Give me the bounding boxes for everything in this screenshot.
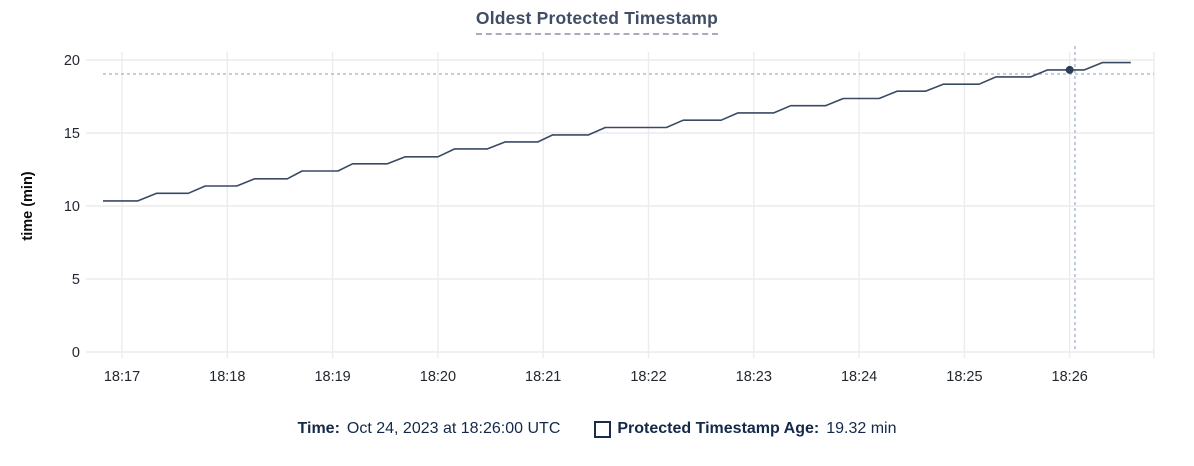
time-label: Time: [297, 420, 340, 437]
series-toggle-checkbox[interactable] [594, 420, 612, 438]
page-title[interactable]: Oldest Protected Timestamp [475, 8, 719, 35]
title-row: Oldest Protected Timestamp [0, 8, 1194, 35]
x-tick-label: 18:25 [946, 369, 982, 385]
y-tick-label: 5 [72, 272, 80, 288]
series-label: Protected Timestamp Age: [617, 420, 820, 437]
x-tick-label: 18:18 [209, 369, 245, 385]
series-line [103, 61, 1131, 202]
y-tick-label: 15 [64, 126, 80, 142]
y-tick-label: 0 [72, 345, 80, 361]
timeseries-chart[interactable]: 0 5 10 15 20 18:17 18:18 18:19 18:20 18:21 18:22 18… [0, 0, 1194, 410]
highlight-point-dot [1065, 65, 1074, 74]
y-tick-label: 20 [64, 53, 80, 69]
x-tick-label: 18:24 [841, 369, 877, 385]
x-tick-label: 18:21 [525, 369, 561, 385]
series-value: 19.32 min [826, 420, 897, 437]
x-tick-label: 18:20 [420, 369, 456, 385]
x-tick-label: 18:22 [630, 369, 666, 385]
y-tick-label: 10 [64, 199, 80, 215]
x-tick-label: 18:23 [736, 369, 772, 385]
x-tick-label: 18:26 [1052, 369, 1088, 385]
x-tick-label: 18:19 [314, 369, 350, 385]
y-axis-title: time (min) [20, 171, 36, 240]
time-value: Oct 24, 2023 at 18:26:00 UTC [346, 420, 561, 437]
tooltip-bar: Time: Oct 24, 2023 at 18:26:00 UTC Prote… [0, 420, 1194, 438]
x-tick-label: 18:17 [104, 369, 140, 385]
